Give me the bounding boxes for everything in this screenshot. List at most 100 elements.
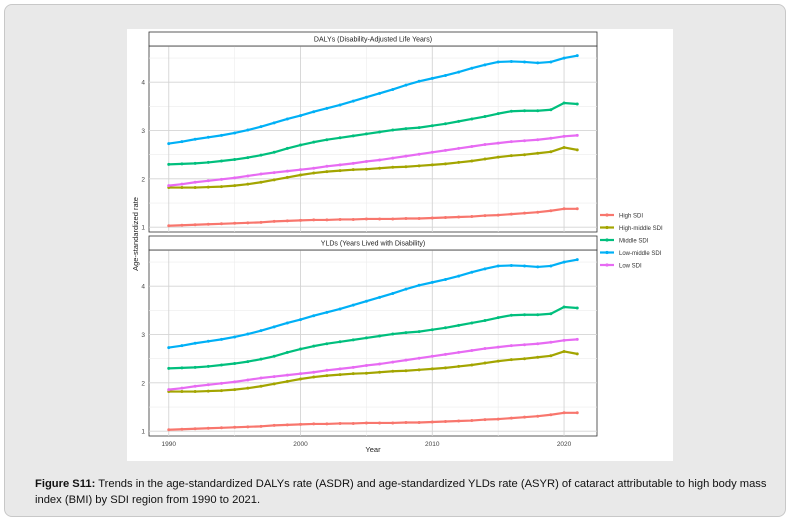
data-point [457,160,461,164]
data-point [312,344,316,348]
data-point [417,216,421,220]
data-point [430,328,434,332]
data-point [549,413,553,417]
data-point [378,130,382,134]
series-line-low-middle-sdi [168,54,578,145]
data-point [575,411,579,415]
data-point [549,60,553,64]
legend-label: High SDI [619,213,643,219]
data-point [509,212,513,216]
data-point [325,138,329,142]
data-point [523,109,527,113]
data-point [351,365,355,369]
data-point [470,117,474,121]
data-point [575,148,579,152]
data-point [167,142,171,146]
y-tick-label: 2 [141,380,145,387]
panel-1-strip [148,31,598,47]
series-line-high-sdi [168,207,578,227]
data-point [325,170,329,174]
data-point [167,428,171,432]
data-point [562,338,566,342]
data-point [259,172,263,176]
data-point [285,373,289,377]
data-point [272,171,276,175]
data-point [430,163,434,167]
data-point [404,83,408,87]
data-point [206,185,210,189]
data-point [391,87,395,91]
y-tick-label: 4 [141,284,145,291]
data-point [536,138,540,142]
x-tick-label: 1990 [162,441,177,448]
data-point [193,180,197,184]
data-point [391,421,395,425]
data-point [233,425,237,429]
data-point [299,114,303,118]
data-point [575,258,579,262]
data-point [206,222,210,226]
data-point [364,159,368,163]
data-point [259,357,263,361]
data-point [246,128,250,132]
data-point [457,146,461,150]
legend-swatch-point [605,238,609,242]
data-point [483,361,487,365]
data-point [457,364,461,368]
data-point [483,115,487,119]
data-point [391,217,395,221]
data-point [523,60,527,64]
data-point [285,117,289,121]
data-point [325,342,329,346]
data-point [206,364,210,368]
data-point [167,162,171,166]
data-point [443,73,447,77]
data-point [470,215,474,219]
data-point [509,154,513,158]
data-point [509,263,513,267]
data-point [443,162,447,166]
figure-frame: DALYs (Disability-Adjusted Life Years) 1 2… [4,4,786,517]
data-point [430,124,434,128]
data-point [509,140,513,144]
data-point [404,287,408,291]
data-point [457,419,461,423]
data-point [391,369,395,373]
data-point [364,132,368,136]
data-point [417,283,421,287]
data-point [523,357,527,361]
caption-text: Trends in the age-standardized DALYs rat… [35,478,767,506]
data-point [272,121,276,125]
data-point [509,59,513,63]
data-point [285,219,289,223]
data-point [180,386,184,390]
data-point [483,143,487,147]
data-point [404,369,408,373]
data-point [404,165,408,169]
data-point [233,158,237,162]
data-point [364,371,368,375]
data-point [575,352,579,356]
data-point [404,358,408,362]
data-point [259,384,263,388]
data-point [470,419,474,423]
data-point [549,312,553,316]
data-point [312,375,316,379]
data-point [483,347,487,351]
series-line-middle-sdi [168,305,578,370]
data-point [417,420,421,424]
caption-label: Figure S11: [35,478,96,490]
data-point [536,265,540,269]
data-point [259,376,263,380]
data-point [219,159,223,163]
data-point [430,280,434,284]
data-point [404,154,408,158]
data-point [575,133,579,137]
data-point [417,126,421,130]
data-point [180,182,184,186]
data-point [391,156,395,160]
data-point [378,295,382,299]
data-point [193,427,197,431]
data-point [417,368,421,372]
data-point [312,140,316,144]
